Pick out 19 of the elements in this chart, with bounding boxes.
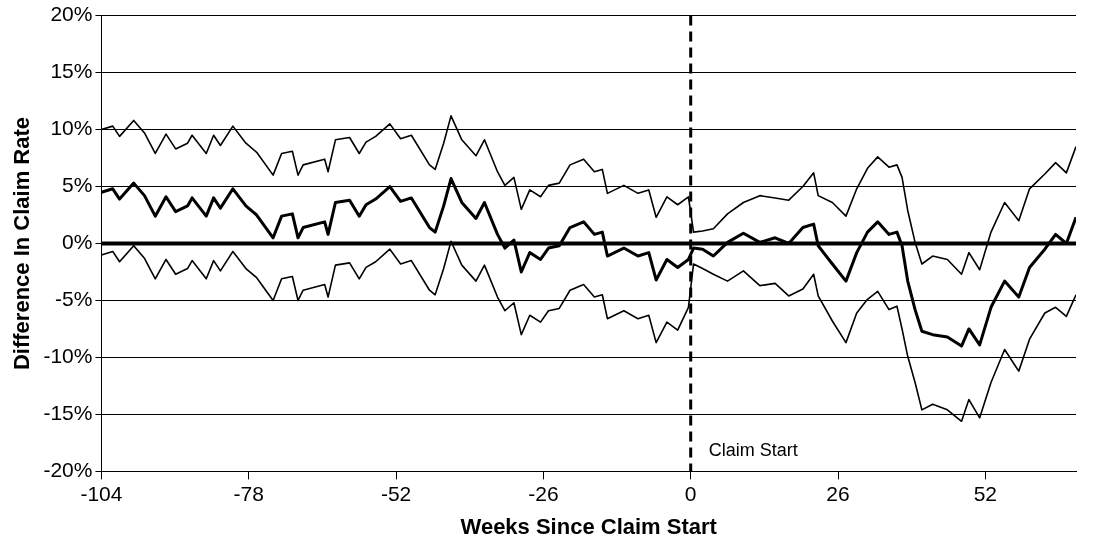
x-axis-title: Weeks Since Claim Start bbox=[460, 513, 718, 539]
y-tick-label: -20% bbox=[43, 458, 93, 482]
x-tick-label: 52 bbox=[973, 481, 998, 505]
ref-line-label: Claim Start bbox=[708, 440, 798, 461]
x-tick-label: 26 bbox=[826, 481, 850, 505]
x-tick-label: -52 bbox=[380, 481, 412, 505]
y-tick-label: 10% bbox=[50, 116, 93, 140]
y-tick-label: 0% bbox=[62, 230, 93, 254]
x-tick-label: -78 bbox=[233, 481, 264, 505]
y-tick-label: -15% bbox=[43, 401, 93, 425]
x-tick-label: -26 bbox=[528, 481, 559, 505]
y-axis-title: Difference In Claim Rate bbox=[9, 116, 35, 371]
y-tick-label: 15% bbox=[50, 59, 93, 83]
y-tick-label: -5% bbox=[55, 287, 93, 311]
x-tick-label: -104 bbox=[80, 481, 123, 505]
y-tick-label: -10% bbox=[43, 344, 93, 368]
x-tick-label: 0 bbox=[684, 481, 697, 505]
y-tick-label: 20% bbox=[50, 2, 93, 26]
y-tick-label: 5% bbox=[62, 173, 93, 197]
